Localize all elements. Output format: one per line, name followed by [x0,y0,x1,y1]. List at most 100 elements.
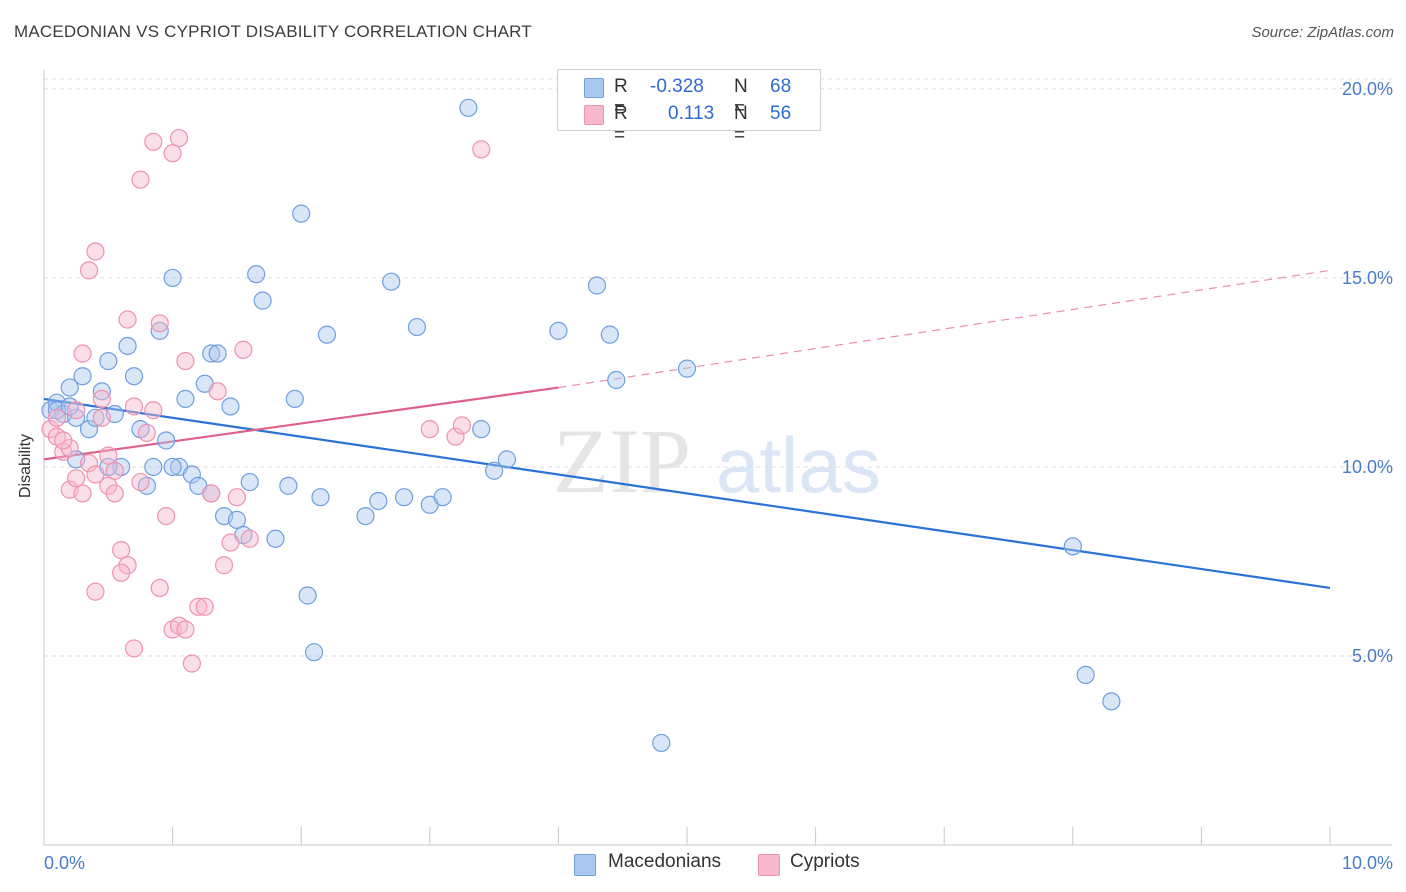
grid-lines [44,78,1392,657]
y-tick-label: 20.0% [1342,79,1393,99]
cypriot-point [131,170,150,189]
macedonian-point [86,408,105,427]
cypriot-point [105,484,124,503]
macedonian-point [459,98,478,117]
cypriot-point [41,420,60,439]
cypriot-point [105,461,124,480]
macedonian-point [79,420,99,439]
cypriot-point [144,132,163,151]
cypriot-point [73,484,92,503]
macedonian-point [99,351,118,371]
macedonian-point [600,325,619,344]
cypriot-point [144,401,163,420]
macedonian-point [163,268,182,288]
cypriot-point [79,454,99,473]
chart-title: MACEDONIAN VS CYPRIOT DISABILITY CORRELA… [14,22,532,41]
cypriot-point [67,401,86,420]
y-tick-label: 5.0% [1352,646,1393,666]
macedonian-point [407,317,427,337]
cypriot-point [189,597,208,616]
macedonian-point [317,325,337,344]
macedonian-point [67,408,86,427]
macedonian-point [73,367,92,386]
data-points [41,98,1121,753]
x-tick-label: 0.0% [44,853,85,873]
cypriot-point [118,556,137,575]
macedonian-point [266,529,285,548]
macedonian-point [472,420,491,439]
macedonian-point [433,488,452,507]
macedonian-point [1076,665,1095,684]
cypriot-point [452,416,472,435]
macedonian-point [118,336,137,356]
macedonian-point [607,370,626,390]
macedonian-point [227,510,246,529]
x-tick-label: 10.0% [1342,853,1393,873]
cypriot-point [86,242,105,261]
cypriot-point [176,620,195,639]
macedonian-point [677,359,697,378]
cypriot-point [227,488,246,507]
stats-legend: R = -0.328 N = 68 R = 0.113 N = 56 [557,69,821,146]
macedonian-point [304,643,324,662]
trend-lines [43,269,1331,590]
cypriot-point [54,431,73,450]
cypriot-point [124,397,144,416]
cypriot-point [79,261,99,280]
macedonian-point [157,431,176,450]
macedonian-point [221,397,240,416]
macedonian-point [356,506,375,526]
cypriot-point [214,556,234,575]
macedonian-point [1063,537,1082,556]
macedonian-point [202,344,221,363]
cypriot-point [420,420,439,439]
macedonian-point [298,586,317,605]
cypriot-point [137,423,156,443]
cypriot-point [234,340,253,359]
cypriot-point [86,582,105,601]
legend-swatch-pink [758,854,780,876]
cypriot-point [73,344,92,363]
macedonian-point [124,367,144,386]
macedonian-point [1102,692,1121,711]
macedonian-point [182,465,201,484]
macedonian-point [163,457,182,477]
macedonian-point [144,457,163,477]
cypriot-point [472,140,491,159]
legend-n-value: 68 [770,76,792,97]
legend-swatch-pink [584,105,604,125]
legend-n-label: N = [734,103,748,146]
legend-r-value: -0.328 [650,76,704,97]
cypriot-point [112,541,131,560]
source-label: Source: ZipAtlas.com [1251,24,1394,41]
cypriot-point [240,529,259,548]
watermark-zip: ZIP [553,410,691,512]
cypriot-point [157,506,176,526]
macedonian-point [311,488,330,507]
macedonian-point [369,491,388,511]
y-tick-label: 10.0% [1342,457,1393,477]
macedonian-point [382,272,401,291]
cypriot-point [221,533,240,552]
cypriot-point [99,476,118,495]
macedonian-point [292,204,311,223]
axes [43,70,1392,846]
legend-swatch-blue [574,854,596,876]
cypriot-point [176,351,195,371]
cypriot-point [195,597,214,616]
cypriot-point [131,472,150,492]
macedonian-point [247,265,266,284]
legend-label: Macedonians [608,851,722,872]
cypriot-trend-extension [558,269,1331,389]
legend-n-label: N = [734,76,748,119]
legend-label: Cypriots [790,851,860,872]
macedonian-point [253,291,272,310]
cypriot-point [202,484,221,503]
macedonian-point [208,344,227,363]
macedonian-point [176,389,195,409]
cypriot-point [446,427,465,446]
macedonian-point [652,733,671,753]
cypriot-point [67,469,86,488]
macedonian-point [60,378,79,397]
